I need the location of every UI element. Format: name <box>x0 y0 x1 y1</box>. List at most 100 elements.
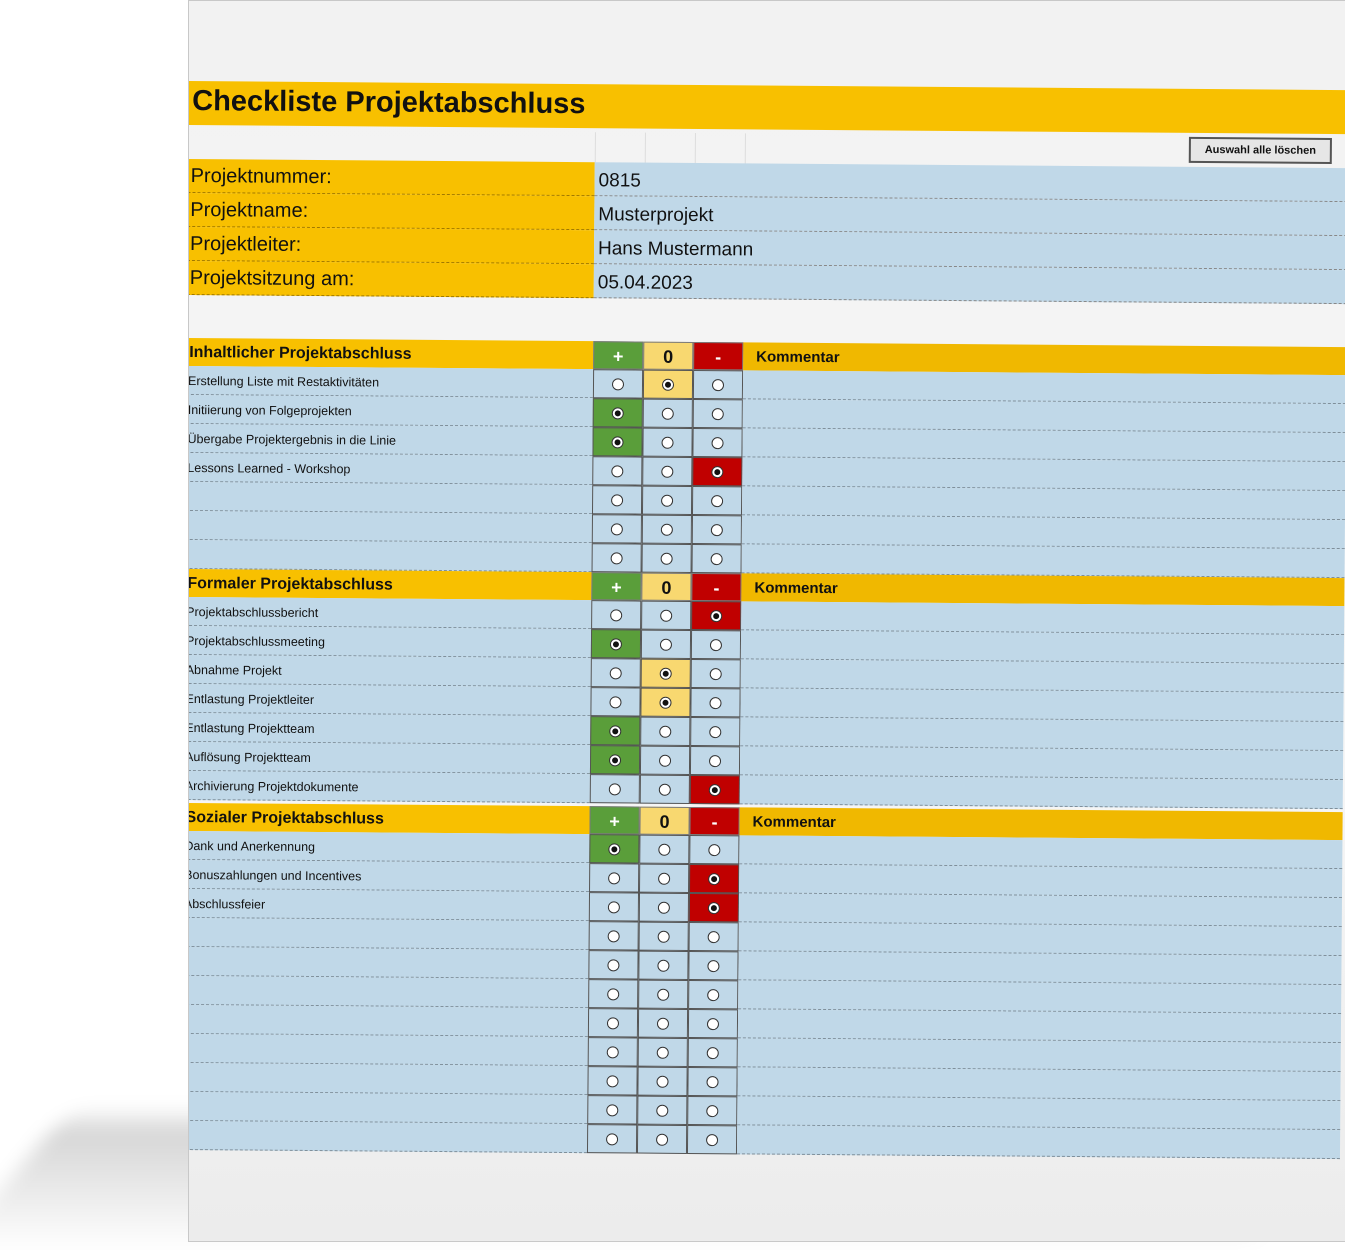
minus-radio[interactable] <box>709 726 722 739</box>
neutral-radio[interactable] <box>661 436 674 449</box>
neutral-radio[interactable] <box>661 378 675 391</box>
minus-radio[interactable] <box>706 1018 720 1031</box>
comment-cell[interactable] <box>737 1067 1341 1102</box>
plus-cell[interactable] <box>588 892 640 922</box>
neutral-radio[interactable] <box>656 1046 669 1059</box>
neutral-radio[interactable] <box>658 843 671 856</box>
neutral-cell[interactable] <box>636 1124 688 1154</box>
minus-cell[interactable] <box>689 774 740 805</box>
plus-radio[interactable] <box>609 754 622 767</box>
neutral-radio[interactable] <box>657 930 670 943</box>
minus-radio[interactable] <box>710 524 723 537</box>
minus-radio[interactable] <box>711 379 725 392</box>
plus-cell[interactable] <box>591 485 643 515</box>
neutral-cell[interactable] <box>639 834 690 864</box>
minus-cell[interactable] <box>691 543 742 574</box>
plus-radio[interactable] <box>606 1046 619 1059</box>
plus-radio[interactable] <box>610 552 623 565</box>
neutral-cell[interactable] <box>637 1037 688 1067</box>
plus-cell[interactable] <box>591 600 642 630</box>
neutral-radio[interactable] <box>658 783 671 796</box>
plus-cell[interactable] <box>592 456 643 486</box>
plus-radio[interactable] <box>610 609 623 622</box>
minus-radio[interactable] <box>710 553 723 566</box>
plus-radio[interactable] <box>610 523 623 536</box>
neutral-cell[interactable] <box>642 369 694 399</box>
comment-cell[interactable] <box>742 428 1345 463</box>
comment-cell[interactable] <box>738 951 1342 986</box>
neutral-cell[interactable] <box>638 892 690 922</box>
neutral-cell[interactable] <box>640 716 691 746</box>
minus-radio[interactable] <box>707 902 720 915</box>
minus-cell[interactable] <box>687 1008 739 1039</box>
minus-radio[interactable] <box>707 989 720 1002</box>
plus-cell[interactable] <box>590 658 641 688</box>
minus-cell[interactable] <box>689 834 740 865</box>
plus-cell[interactable] <box>586 1124 638 1154</box>
neutral-cell[interactable] <box>638 950 689 980</box>
plus-radio[interactable] <box>609 725 622 738</box>
minus-cell[interactable] <box>690 687 741 718</box>
comment-cell[interactable] <box>739 835 1343 870</box>
plus-radio[interactable] <box>606 1133 619 1146</box>
plus-radio[interactable] <box>608 872 621 885</box>
minus-radio[interactable] <box>709 668 722 681</box>
neutral-radio[interactable] <box>656 1017 670 1030</box>
plus-radio[interactable] <box>607 930 620 943</box>
minus-radio[interactable] <box>709 697 722 710</box>
plus-radio[interactable] <box>607 988 620 1001</box>
comment-cell[interactable] <box>741 515 1345 550</box>
minus-radio[interactable] <box>706 1105 719 1118</box>
minus-radio[interactable] <box>706 1076 719 1089</box>
comment-cell[interactable] <box>741 544 1345 579</box>
clear-all-button[interactable]: Auswahl alle löschen <box>1188 136 1332 164</box>
minus-cell[interactable] <box>688 950 739 981</box>
minus-cell[interactable] <box>686 1124 738 1155</box>
comment-cell[interactable] <box>738 893 1342 928</box>
comment-cell[interactable] <box>740 659 1344 694</box>
minus-radio[interactable] <box>710 610 723 623</box>
neutral-cell[interactable] <box>637 1008 689 1038</box>
minus-radio[interactable] <box>706 1134 719 1147</box>
neutral-cell[interactable] <box>641 485 693 515</box>
comment-cell[interactable] <box>736 1125 1341 1160</box>
minus-cell[interactable] <box>692 398 743 429</box>
plus-radio[interactable] <box>606 1075 619 1088</box>
neutral-cell[interactable] <box>641 543 692 573</box>
minus-cell[interactable] <box>690 716 741 747</box>
plus-cell[interactable] <box>588 979 639 1009</box>
minus-cell[interactable] <box>688 979 739 1010</box>
neutral-cell[interactable] <box>640 629 692 659</box>
minus-cell[interactable] <box>691 600 742 631</box>
minus-cell[interactable] <box>688 892 740 923</box>
comment-cell[interactable] <box>739 775 1343 810</box>
neutral-radio[interactable] <box>659 725 672 738</box>
plus-radio[interactable] <box>609 638 623 651</box>
minus-cell[interactable] <box>689 863 740 894</box>
minus-cell[interactable] <box>688 921 739 952</box>
neutral-radio[interactable] <box>661 407 674 420</box>
minus-radio[interactable] <box>711 495 724 508</box>
minus-cell[interactable] <box>689 745 741 776</box>
plus-radio[interactable] <box>607 901 620 914</box>
plus-radio[interactable] <box>611 494 624 507</box>
comment-cell[interactable] <box>742 399 1345 434</box>
minus-radio[interactable] <box>711 466 724 479</box>
minus-radio[interactable] <box>711 437 724 450</box>
minus-radio[interactable] <box>708 784 721 797</box>
minus-cell[interactable] <box>692 456 743 487</box>
comment-cell[interactable] <box>741 601 1345 636</box>
neutral-cell[interactable] <box>640 687 691 717</box>
comment-cell[interactable] <box>739 746 1344 781</box>
plus-cell[interactable] <box>588 950 639 980</box>
minus-cell[interactable] <box>687 1095 738 1126</box>
minus-cell[interactable] <box>692 369 744 400</box>
plus-radio[interactable] <box>609 696 622 709</box>
minus-cell[interactable] <box>687 1066 738 1097</box>
neutral-cell[interactable] <box>640 658 691 688</box>
plus-cell[interactable] <box>590 629 642 659</box>
plus-radio[interactable] <box>609 667 622 680</box>
comment-cell[interactable] <box>737 1009 1342 1044</box>
comment-cell[interactable] <box>737 1038 1341 1073</box>
neutral-radio[interactable] <box>660 609 673 622</box>
